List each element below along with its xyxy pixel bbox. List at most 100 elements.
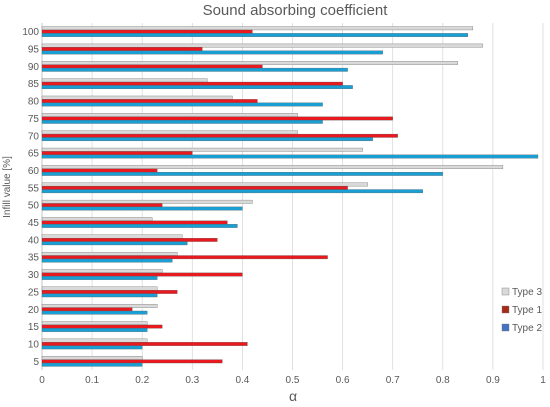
x-tick-label: 0.1 — [85, 375, 99, 386]
bar — [41, 206, 243, 211]
y-tick-label: 20 — [28, 305, 40, 316]
bar — [41, 328, 148, 332]
bar — [41, 220, 228, 225]
bar — [41, 29, 253, 34]
bar — [41, 356, 143, 360]
gridlines — [41, 23, 544, 370]
bar — [41, 203, 163, 208]
y-tick-label: 50 — [28, 201, 40, 212]
legend-label: Type 2 — [512, 323, 542, 334]
x-tick-label: 0.6 — [336, 375, 350, 386]
bar — [41, 310, 148, 315]
bar — [41, 26, 474, 31]
y-tick-label: 45 — [28, 218, 40, 229]
y-tick-label: 35 — [28, 253, 40, 264]
bar — [41, 154, 539, 159]
bar — [41, 321, 148, 326]
bar — [41, 185, 348, 190]
bar — [41, 133, 398, 138]
bar — [41, 342, 248, 346]
bar — [41, 151, 193, 155]
bar — [41, 307, 133, 312]
bar — [41, 182, 368, 187]
legend: Type 3 Type 1 Type 2 — [501, 287, 542, 334]
bar — [41, 359, 223, 364]
bar — [41, 102, 323, 107]
bar — [41, 95, 233, 100]
bar — [41, 324, 163, 329]
y-tick-label: 80 — [28, 97, 40, 108]
legend-label: Type 1 — [512, 305, 542, 316]
bar — [41, 43, 484, 48]
y-tick-label: 100 — [22, 27, 39, 38]
x-tick-label: 0.3 — [185, 375, 199, 386]
bar — [41, 362, 143, 367]
bar — [41, 113, 298, 117]
bar — [41, 85, 353, 89]
bar — [41, 50, 383, 55]
bar — [41, 241, 188, 246]
x-tick-label: 0.7 — [386, 375, 400, 386]
y-tick-label: 55 — [28, 183, 40, 194]
y-tick-label: 40 — [28, 235, 40, 246]
bar — [41, 78, 208, 83]
y-tick-label: 95 — [28, 45, 40, 56]
legend-swatch — [501, 305, 510, 314]
bar — [41, 189, 423, 194]
bar — [41, 47, 203, 51]
y-tick-label: 70 — [28, 131, 40, 142]
bar — [41, 304, 158, 308]
legend-label: Type 3 — [512, 287, 542, 298]
bar — [41, 168, 158, 173]
bar — [41, 81, 343, 86]
y-tick-label: 30 — [28, 270, 40, 281]
bar — [41, 286, 158, 291]
y-tick-labels: 100 95 90 85 80 75 70 65 60 55 50 45 40 35 30 25 20 15 10 5 — [22, 27, 39, 368]
x-tick-label: 0.5 — [286, 375, 300, 386]
bar — [41, 258, 173, 263]
x-tick-label: 0 — [39, 375, 45, 386]
bar — [41, 293, 158, 298]
y-axis-title: Infill value [%] — [2, 156, 13, 218]
bar — [41, 116, 393, 121]
bar — [41, 234, 183, 239]
x-tick-label: 0.4 — [235, 375, 249, 386]
x-tick-label: 0.8 — [436, 375, 450, 386]
y-tick-label: 65 — [28, 149, 40, 160]
bar — [41, 276, 158, 280]
x-axis-title: α — [289, 388, 297, 404]
bar — [41, 119, 323, 124]
y-tick-label: 10 — [28, 339, 40, 350]
bar — [41, 99, 258, 103]
bar — [41, 345, 143, 350]
bar — [41, 137, 373, 142]
bar — [41, 269, 163, 274]
bar — [41, 217, 153, 221]
bar — [41, 290, 178, 294]
x-tick-label: 0.2 — [135, 375, 149, 386]
bar — [41, 224, 238, 228]
bar — [41, 147, 363, 152]
bar — [41, 61, 458, 65]
legend-swatch — [501, 287, 510, 296]
bar — [41, 199, 253, 204]
bar — [41, 338, 148, 343]
bar — [41, 67, 348, 72]
y-tick-label: 85 — [28, 79, 40, 90]
bar — [41, 255, 328, 260]
bar — [41, 251, 178, 256]
y-tick-label: 5 — [33, 357, 39, 368]
legend-swatch — [501, 323, 510, 332]
y-tick-label: 25 — [28, 287, 40, 298]
x-tick-label: 1 — [540, 375, 546, 386]
bar — [41, 272, 243, 277]
chart-title: Sound absorbing coefficient — [203, 2, 389, 19]
bar — [41, 130, 298, 135]
y-tick-label: 60 — [28, 166, 40, 177]
bar — [41, 33, 469, 37]
x-tick-labels: 0 0.1 0.2 0.3 0.4 0.5 0.6 0.7 0.8 0.9 1 — [39, 375, 546, 386]
bar — [41, 172, 443, 176]
bar — [41, 64, 263, 69]
bars — [41, 26, 539, 367]
